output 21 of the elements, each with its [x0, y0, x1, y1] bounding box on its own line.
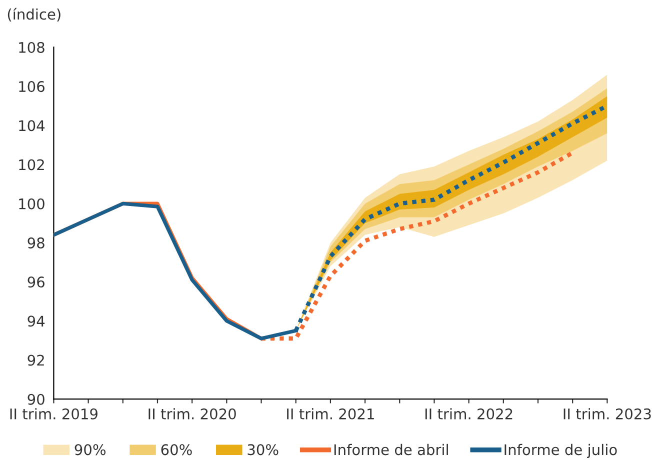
y-tick-label: 98 [28, 237, 44, 248]
x-tick-label: II trim. 2023 [564, 408, 651, 420]
legend-label: 60% [161, 444, 192, 456]
y-tick-label: 90 [28, 394, 44, 405]
x-tick-label: II trim. 2022 [425, 408, 512, 420]
y-tick-label: 108 [19, 42, 44, 53]
y-axis-title: (índice) [8, 8, 60, 22]
y-tick-label: 92 [28, 354, 44, 366]
x-tick-label: II trim. 2019 [10, 408, 98, 420]
legend-label: Informe de abril [334, 444, 448, 456]
legend-label: 30% [248, 444, 278, 456]
y-tick-label: 96 [28, 276, 44, 288]
x-tick-label: II trim. 2020 [148, 408, 236, 420]
y-tick-label: 104 [19, 120, 45, 132]
x-tick-label: II trim. 2021 [287, 408, 374, 420]
y-tick-label: 94 [28, 316, 45, 327]
legend-label: 90% [74, 444, 106, 456]
y-tick-label: 102 [19, 159, 44, 170]
y-tick-label: 100 [19, 198, 44, 210]
legend-label: Informe de julio [504, 444, 617, 458]
y-tick-label: 106 [19, 81, 44, 92]
